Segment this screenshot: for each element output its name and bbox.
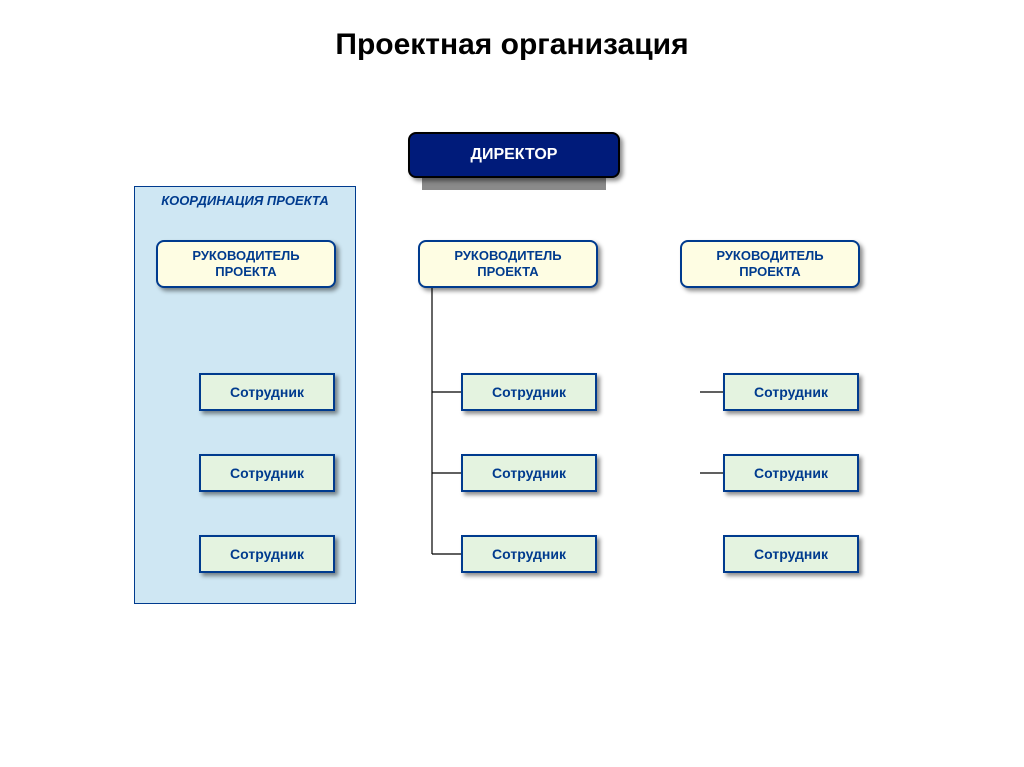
employee-node: Сотрудник — [199, 373, 335, 411]
manager-node: РУКОВОДИТЕЛЬ ПРОЕКТА — [156, 240, 336, 288]
employee-node: Сотрудник — [723, 373, 859, 411]
employee-node: Сотрудник — [723, 454, 859, 492]
employee-node: Сотрудник — [199, 535, 335, 573]
employee-node: Сотрудник — [723, 535, 859, 573]
manager-node: РУКОВОДИТЕЛЬ ПРОЕКТА — [680, 240, 860, 288]
manager-node: РУКОВОДИТЕЛЬ ПРОЕКТА — [418, 240, 598, 288]
employee-node: Сотрудник — [199, 454, 335, 492]
employee-node: Сотрудник — [461, 535, 597, 573]
diagram-canvas: Проектная организация КООРДИНАЦИЯ ПРОЕКТ… — [0, 0, 1024, 767]
employee-node: Сотрудник — [461, 454, 597, 492]
employee-node: Сотрудник — [461, 373, 597, 411]
director-node: ДИРЕКТОР — [408, 132, 620, 178]
